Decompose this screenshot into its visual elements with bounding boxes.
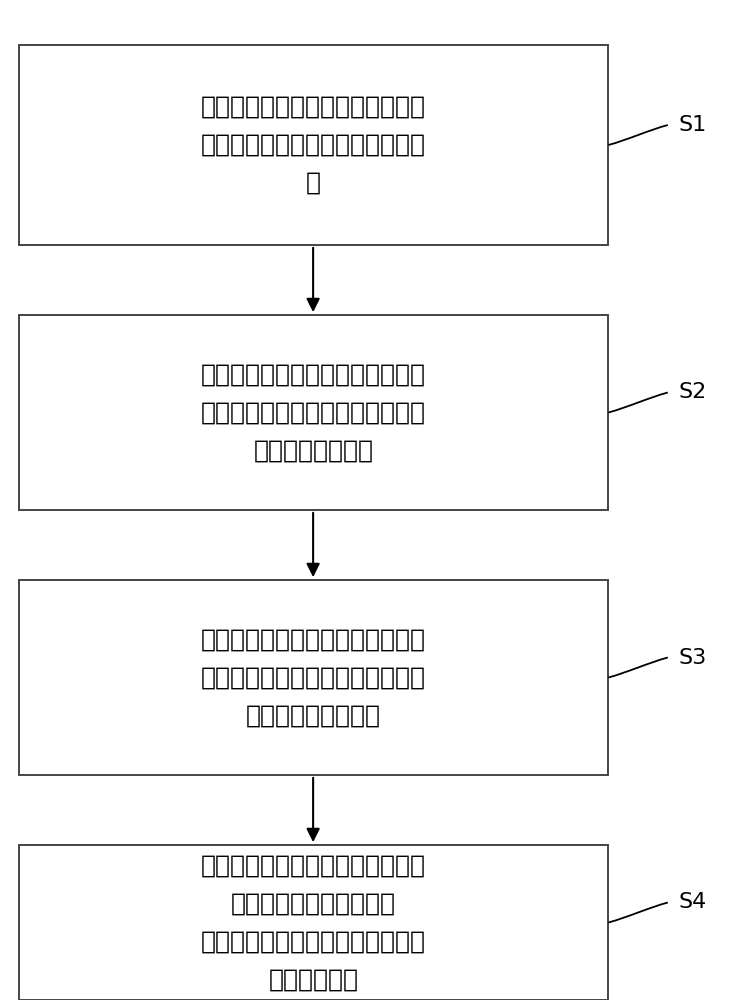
- Text: 指令开启对应充电节点，以便用户: 指令开启对应充电节点，以便用户: [201, 400, 426, 424]
- Text: 后台云服务器接收所述充电节点的: 后台云服务器接收所述充电节点的: [201, 854, 426, 878]
- Bar: [19, 580, 608, 775]
- Text: 对电动车进行充电: 对电动车进行充电: [254, 438, 373, 462]
- Text: 前端充电控制器根据所述充电控制: 前端充电控制器根据所述充电控制: [201, 362, 426, 386]
- Text: 后台云服务器接收用户充电请求，: 后台云服务器接收用户充电请求，: [201, 95, 426, 119]
- Text: 用电情况，并向用户通讯: 用电情况，并向用户通讯: [231, 892, 396, 916]
- Bar: [19, 315, 608, 510]
- Text: 充电节点的用电情况: 充电节点的用电情况: [246, 704, 381, 728]
- Text: 设备反馈用户实际用电量，以及对: 设备反馈用户实际用电量，以及对: [201, 930, 426, 954]
- Text: S4: S4: [679, 892, 707, 912]
- Text: 向前端充电控制器发送充电控制指: 向前端充电控制器发送充电控制指: [201, 133, 426, 157]
- Text: 应的收费信息: 应的收费信息: [269, 968, 358, 991]
- Bar: [19, 845, 608, 1000]
- Text: S2: S2: [679, 382, 707, 402]
- Text: 制器向所述后台云服务器反馈所述: 制器向所述后台云服务器反馈所述: [201, 666, 426, 690]
- Text: 令: 令: [306, 171, 321, 195]
- Text: 当电动车充电完毕后，前端充电控: 当电动车充电完毕后，前端充电控: [201, 628, 426, 652]
- Text: S1: S1: [679, 115, 707, 135]
- Text: S3: S3: [679, 648, 707, 668]
- Bar: [19, 45, 608, 245]
